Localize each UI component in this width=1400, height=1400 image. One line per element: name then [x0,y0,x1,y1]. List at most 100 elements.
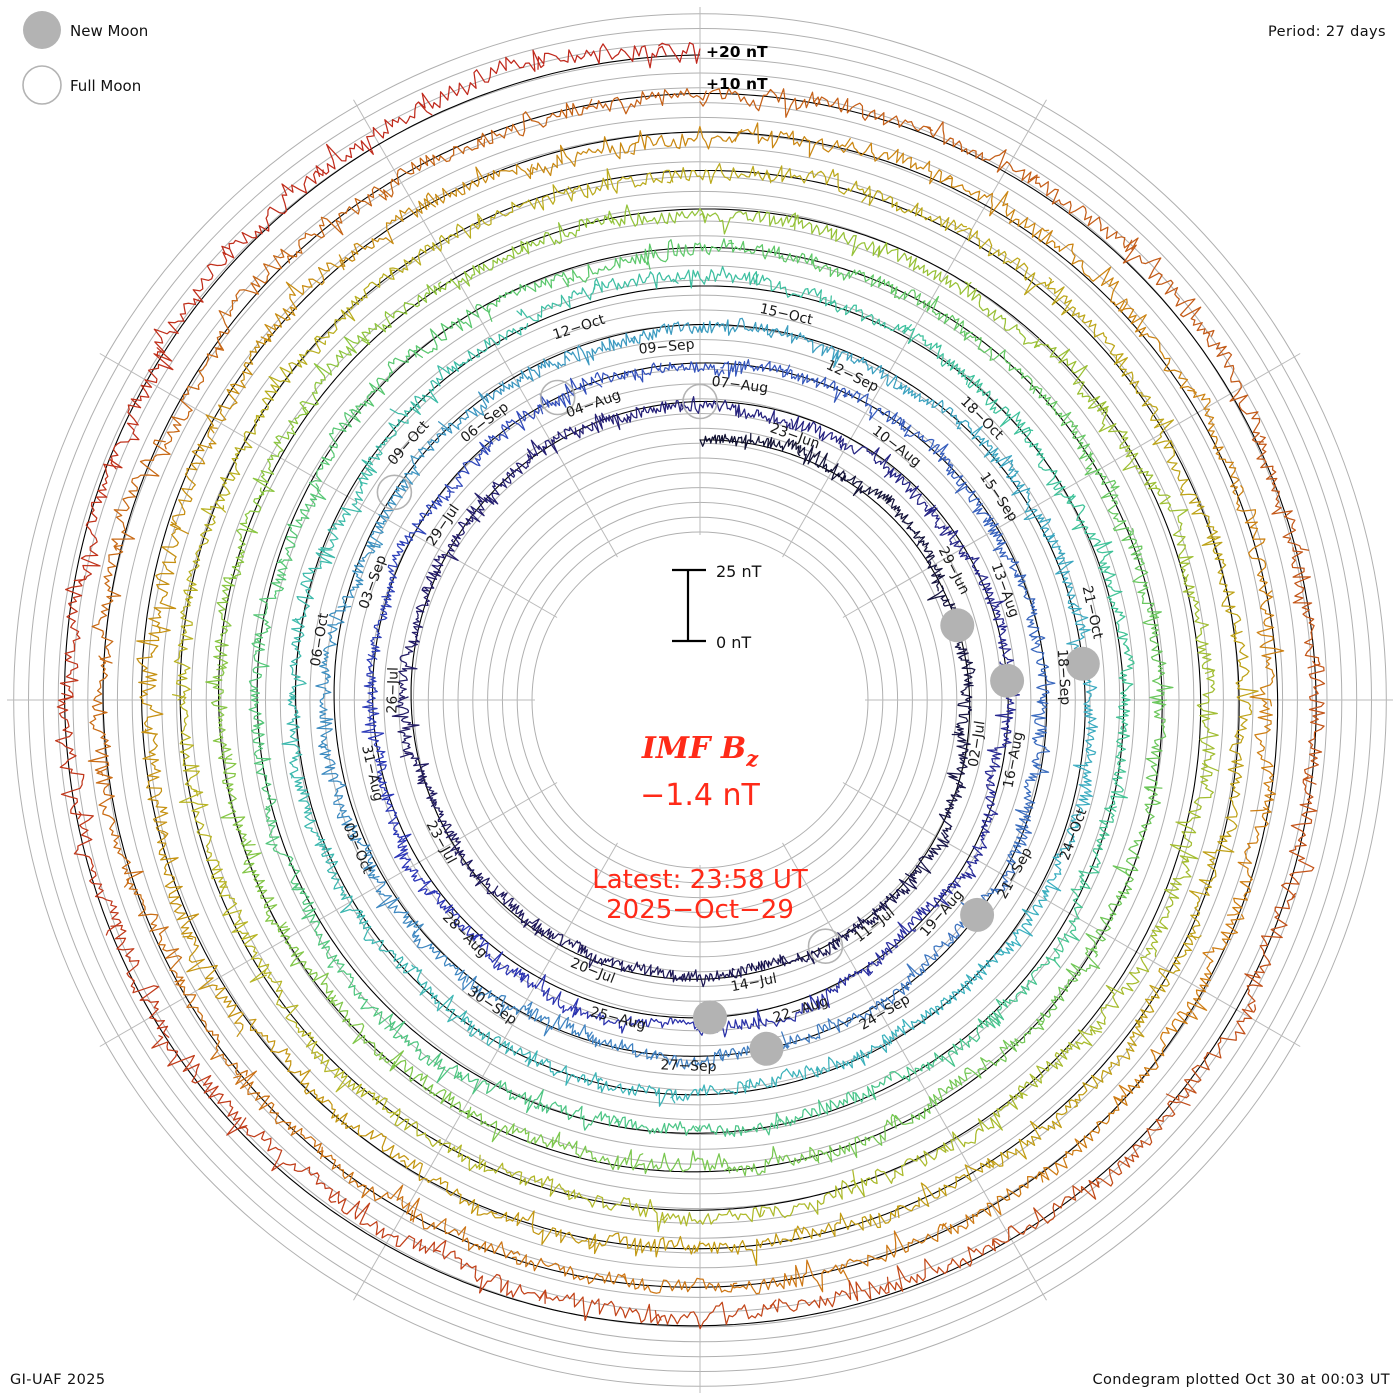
trace-segment [329,1190,442,1254]
trace-segment [361,716,387,783]
trace-segment [593,271,679,293]
trace-segment [368,876,424,937]
moon-phase-markers [376,379,1100,1066]
trace-segment [433,800,462,856]
new-moon-icon [23,11,61,49]
trace-segment [1303,660,1326,785]
trace-segment [136,624,171,735]
trace-segment [1100,568,1130,651]
full-moon-legend-label: Full Moon [70,77,141,95]
trace-segment [635,1150,731,1175]
trace-segment [829,295,912,335]
trace-segment [1047,277,1118,363]
trace-segment [432,1239,546,1305]
trace-segment [724,1145,820,1177]
trace-segment [183,505,225,604]
trace-segment [220,753,256,846]
trace-segment [839,1222,947,1271]
trace-segment [399,427,453,485]
trace-segment [1188,835,1235,941]
trace-segment [1256,435,1310,551]
trace-segment [286,186,389,264]
trace-segment [964,552,1005,607]
date-label: 18−Oct [957,394,1007,444]
trace-segment [238,1117,337,1203]
trace-segment [730,1259,851,1295]
trace-segment [783,368,848,403]
trace-segment [320,481,368,552]
trace-segment [467,1106,558,1148]
trace-segment [728,239,819,265]
trace-segment [329,994,405,1071]
trace-segment [964,281,1040,347]
trace-segment [567,168,674,199]
trace-segment [1078,806,1117,887]
trace-segment [881,997,951,1045]
trace-segment [861,189,968,232]
trace-segment [1182,574,1216,674]
trace-segment [1138,934,1202,1028]
trace-segment [650,1048,724,1070]
trace-segment [941,1171,1045,1235]
trace-segment [1066,493,1114,574]
trace-segment [752,270,835,307]
trace-segment [839,443,892,476]
trace-segment [630,125,743,155]
trace-segment [412,930,470,983]
trace-segment [634,1017,701,1030]
trace-segment [1249,590,1285,707]
trace-segment [734,122,851,158]
trace-segment [953,634,976,687]
trace-segment [253,558,288,646]
trace-segment [938,782,967,839]
trace-segment [472,933,526,981]
trace-segment [339,198,436,271]
trace-segment [493,885,540,929]
trace-segment [658,42,701,64]
trace-segment [1187,389,1240,495]
trace-segment [462,975,530,1016]
trace-segment [1226,806,1272,916]
trace-segment [421,538,459,591]
date-label: 06−Oct [308,611,332,667]
trace-segment [654,1299,777,1330]
date-label: 03−Sep [356,553,390,611]
trace-segment [389,361,462,417]
trace-segment [781,1018,852,1049]
trace-segment [316,1098,410,1161]
trace-segment [355,912,416,974]
trace-segment [643,238,735,266]
trace-segment [586,88,707,115]
trace-segment [573,1006,640,1034]
trace-segment [1163,440,1218,540]
trace-segment [1118,300,1195,395]
trace-segment [1037,947,1101,1026]
ring-value-label: +20 nT [706,43,768,61]
trace-segment [484,404,543,445]
trace-segment [759,1169,857,1219]
trace-segment [477,98,593,145]
trace-segment [948,831,988,888]
trace-segment [336,812,380,879]
full-moon-marker [807,928,844,965]
trace-segment [454,322,529,367]
trace-segment [926,121,1040,184]
trace-segment [594,362,662,384]
trace-segment [1029,174,1139,250]
trace-segment [315,101,433,177]
trace-segment [73,458,123,582]
trace-segment [991,1179,1100,1246]
trace-segment [314,269,396,340]
trace-segment [866,921,916,976]
trace-segment [1082,674,1099,754]
trace-segment [1041,819,1079,895]
new-moon-marker [990,663,1025,698]
trace-segment [59,575,86,701]
trace-segment [321,1146,420,1223]
trace-segment [461,1016,531,1064]
trace-segment [73,811,122,936]
trace-segment [984,718,1012,779]
trace-segment [597,1078,676,1107]
trace-segment [417,49,545,109]
